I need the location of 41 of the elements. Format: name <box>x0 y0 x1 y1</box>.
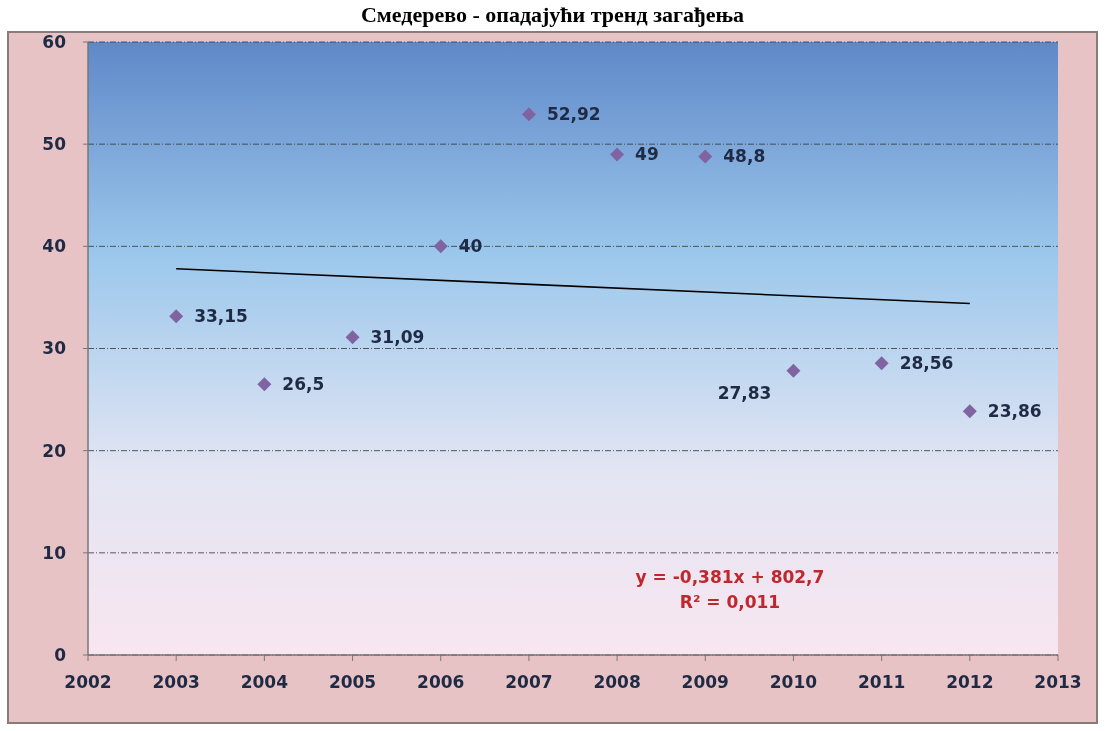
x-tick-label: 2004 <box>240 672 289 692</box>
point <box>521 107 536 122</box>
point <box>786 363 801 378</box>
data-label: 33,15 <box>194 306 248 327</box>
y-tick-label: 0 <box>54 644 67 665</box>
y-tick-label: 20 <box>42 440 67 461</box>
data-label: 49 <box>635 144 659 165</box>
point <box>345 330 360 345</box>
point <box>874 356 889 371</box>
y-tick-label: 50 <box>42 134 67 155</box>
data-label: 28,56 <box>899 353 954 374</box>
chart-title: Смедерево - опадајући тренд загађења <box>360 2 745 27</box>
x-tick-label: 2011 <box>857 672 906 692</box>
data-label: 31,09 <box>370 327 425 348</box>
x-tick-label: 2008 <box>593 672 641 692</box>
point <box>257 377 272 392</box>
data-label: 26,5 <box>282 374 325 395</box>
data-label: 27,83 <box>717 382 772 403</box>
x-tick-label: 2009 <box>681 672 729 692</box>
y-tick-label: 30 <box>42 338 67 359</box>
x-tick-label: 2012 <box>946 672 994 692</box>
x-tick-label: 2007 <box>505 672 553 692</box>
x-tick-label: 2006 <box>417 672 465 692</box>
point <box>610 147 625 162</box>
y-tick-label: 60 <box>42 31 67 52</box>
x-tick-label: 2002 <box>64 672 112 692</box>
data-label: 23,86 <box>987 401 1042 422</box>
data-label: 48,8 <box>723 146 766 167</box>
point <box>962 404 977 419</box>
annotation: R² = 0,011 <box>679 592 781 612</box>
point <box>169 309 184 324</box>
point <box>698 149 713 164</box>
point <box>433 239 448 254</box>
y-tick-label: 10 <box>42 542 67 563</box>
x-tick-label: 2003 <box>152 672 200 692</box>
x-tick-label: 2013 <box>1034 672 1082 692</box>
data-label: 52,92 <box>546 104 601 125</box>
y-tick-label: 40 <box>42 236 67 257</box>
x-tick-label: 2005 <box>328 672 377 692</box>
annotation: y = -0,381x + 802,7 <box>635 567 825 587</box>
x-tick-label: 2010 <box>769 672 818 692</box>
